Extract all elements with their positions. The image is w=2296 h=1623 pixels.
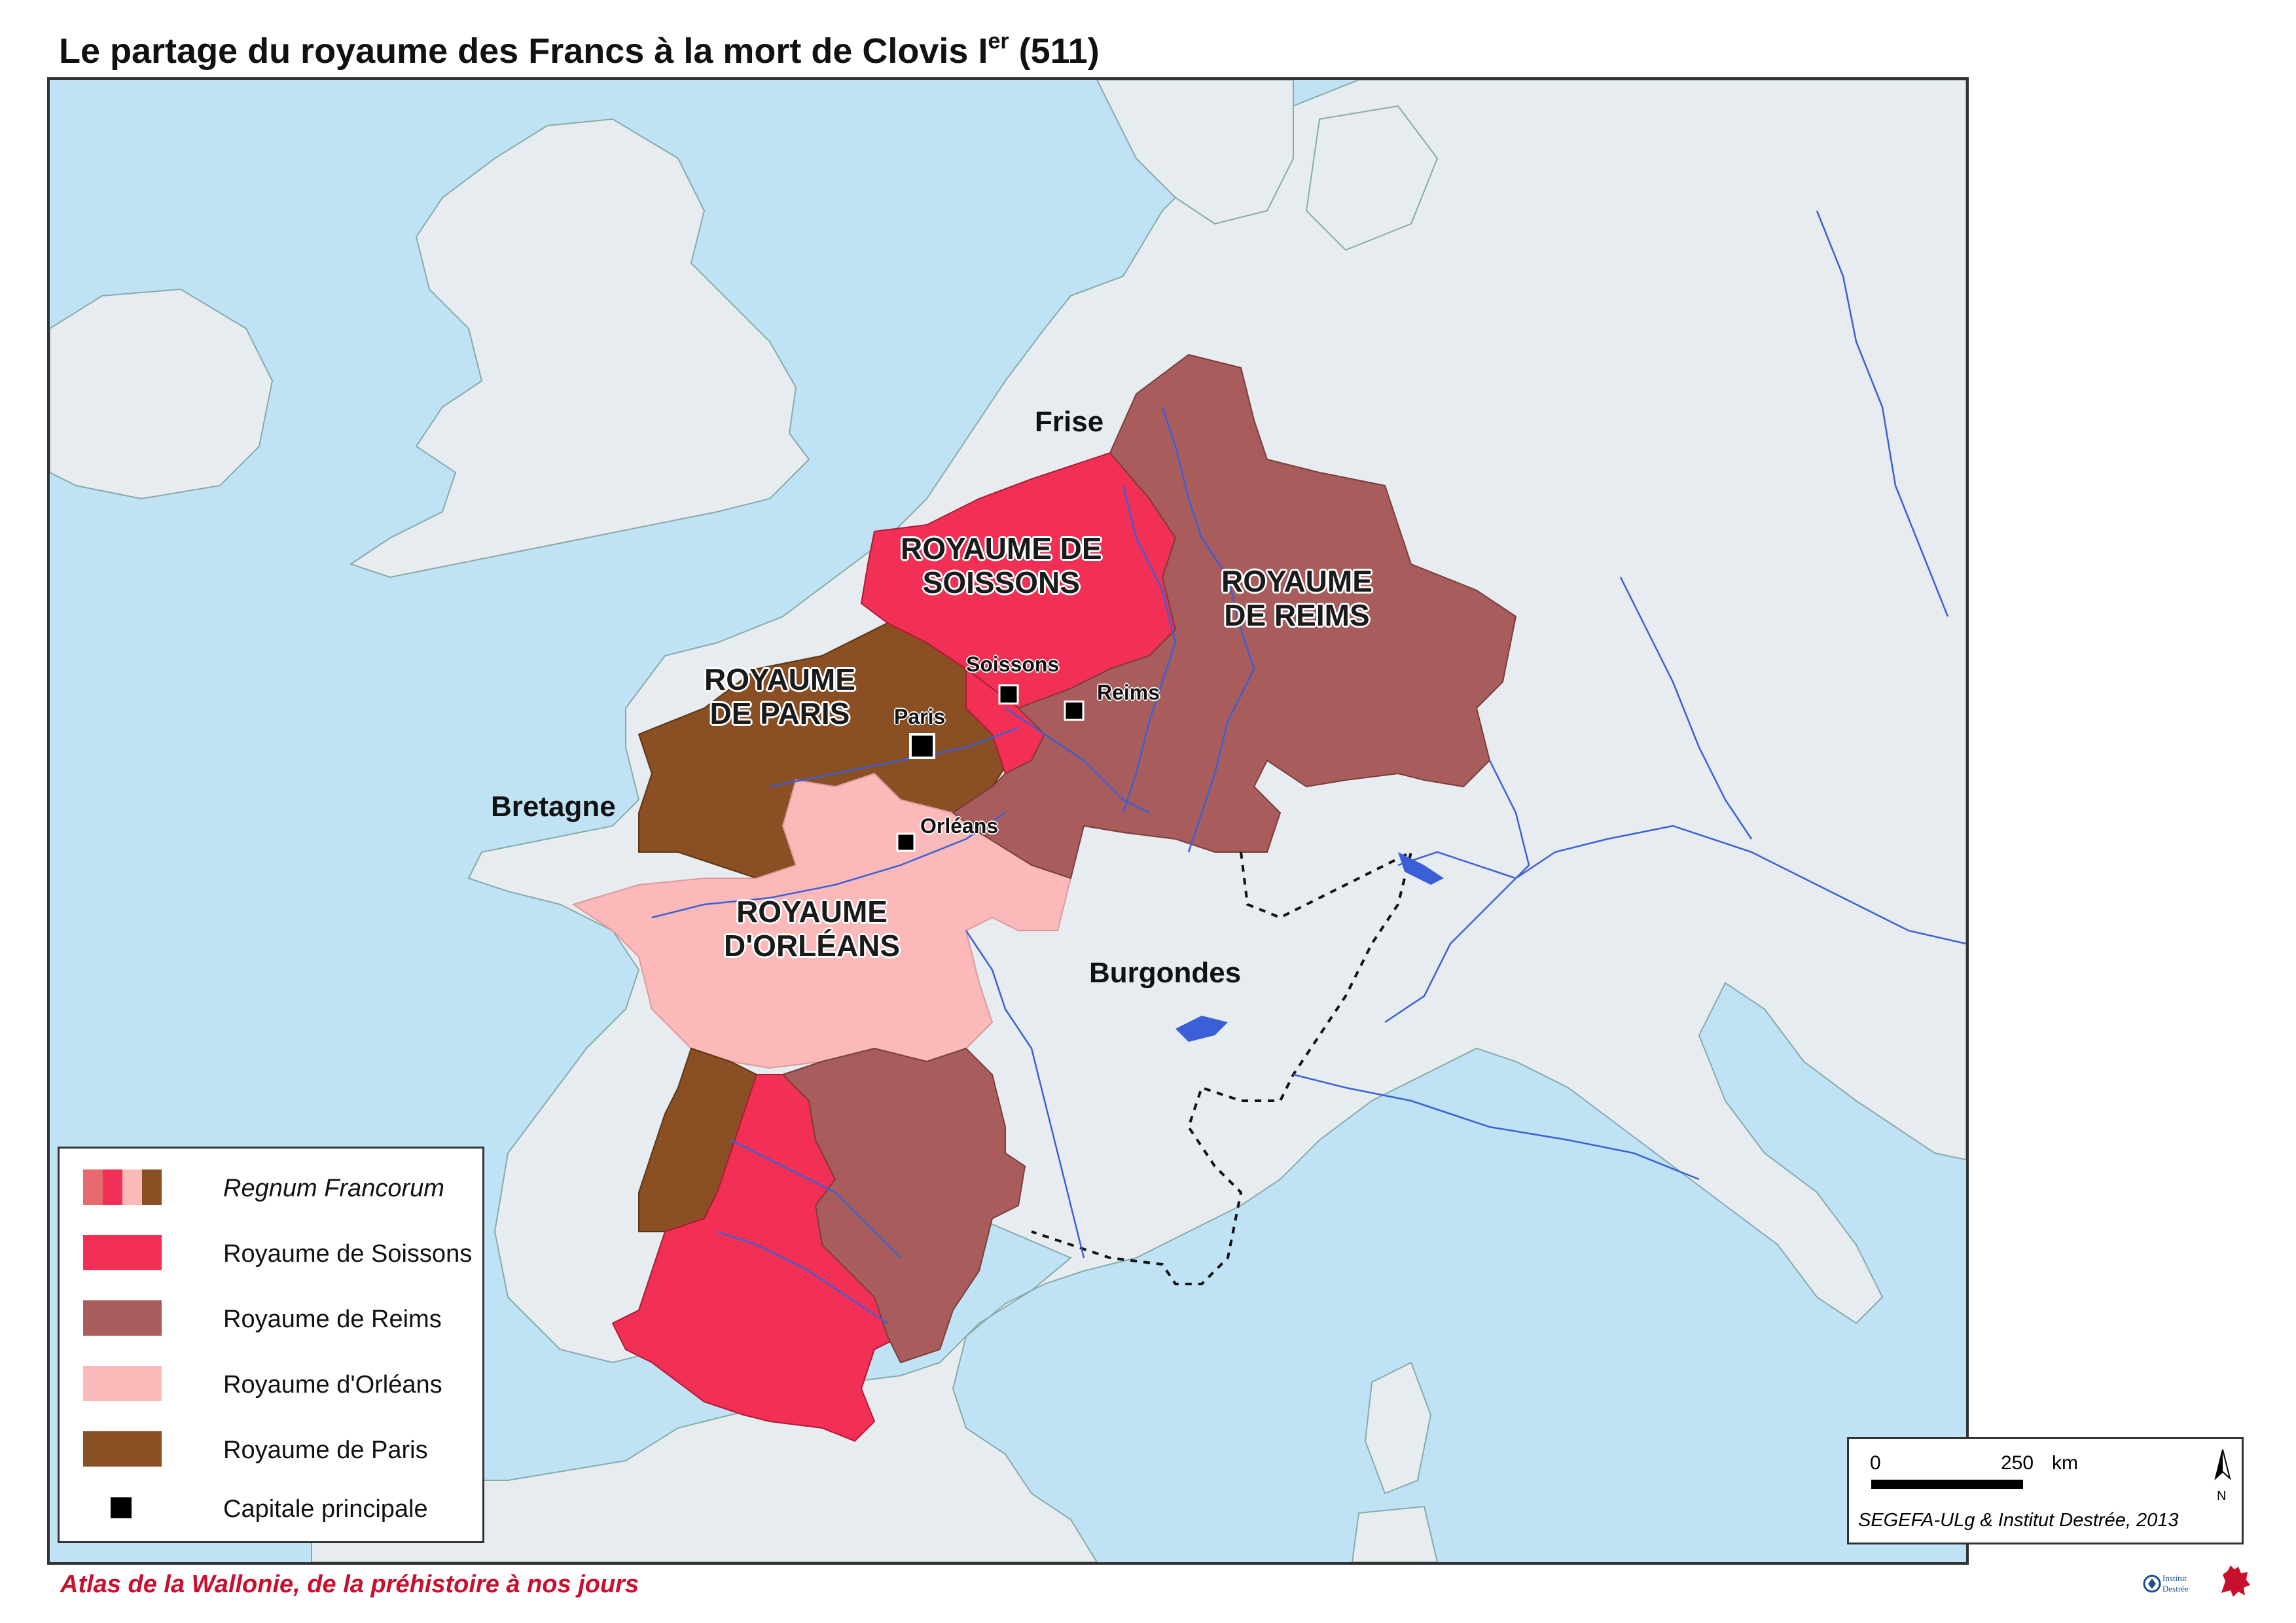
svg-text:Destrée: Destrée xyxy=(2162,1584,2189,1594)
legend-label-paris: Royaume de Paris xyxy=(223,1436,428,1464)
footer-atlas: Atlas de la Wallonie, de la préhistoire … xyxy=(60,1571,639,1598)
sardinia xyxy=(1351,1505,1439,1562)
kingdom-reims-north xyxy=(952,353,1517,880)
scale-box: 0 250 km N SEGEFA-ULg & Institut Destrée… xyxy=(1847,1437,2244,1544)
capital-soissons-marker xyxy=(998,684,1019,705)
north-label: N xyxy=(2217,1489,2227,1503)
label-kingdom-paris-text: ROYAUME DE PARIS xyxy=(704,662,855,730)
legend-label-orleans: Royaume d'Orléans xyxy=(223,1371,442,1399)
legend-swatch-regnum xyxy=(83,1169,162,1205)
legend-row-reims xyxy=(83,1299,162,1337)
scale-unit: km xyxy=(2052,1452,2078,1474)
label-kingdom-orleans: ROYAUME D'ORLÉANS xyxy=(724,895,900,963)
rooster-icon xyxy=(2221,1565,2250,1597)
label-city-reims: Reims xyxy=(1097,681,1160,704)
legend-label-soissons: Royaume de Soissons xyxy=(223,1240,473,1268)
label-kingdom-orleans-text: ROYAUME D'ORLÉANS xyxy=(724,895,901,963)
lake-geneva xyxy=(1175,1016,1228,1042)
label-kingdom-soissons-text: ROYAUME DE SOISSONS xyxy=(901,531,1102,599)
label-bretagne: Bretagne xyxy=(491,791,616,823)
label-kingdom-paris: ROYAUME DE PARIS xyxy=(704,662,855,730)
legend-swatch-capital xyxy=(111,1497,132,1518)
legend-row-paris xyxy=(83,1430,162,1468)
great-britain xyxy=(349,118,810,579)
north-arrow-icon xyxy=(2214,1449,2231,1480)
map-title: Le partage du royaume des Francs à la mo… xyxy=(59,29,1100,71)
legend-row-soissons xyxy=(83,1234,162,1272)
scale-value: 250 xyxy=(2001,1452,2034,1474)
label-kingdom-reims-text: ROYAUME DE REIMS xyxy=(1221,564,1372,632)
legend-swatch-paris xyxy=(83,1431,162,1467)
scale-zero: 0 xyxy=(1870,1452,1881,1474)
burgondes-border xyxy=(1031,849,1413,1285)
svg-text:Institut: Institut xyxy=(2162,1573,2187,1583)
label-city-paris: Paris xyxy=(894,705,946,728)
legend-swatch-soissons xyxy=(83,1235,162,1270)
legend-row-regnum xyxy=(83,1168,162,1206)
scandinavia xyxy=(1096,80,1294,225)
legend-swatch-orleans xyxy=(83,1366,162,1401)
label-kingdom-soissons: ROYAUME DE SOISSONS xyxy=(901,531,1102,599)
label-frise: Frise xyxy=(1035,406,1104,438)
legend-swatch-reims xyxy=(83,1300,162,1336)
label-burgondes: Burgondes xyxy=(1089,957,1242,989)
legend-label-reims: Royaume de Reims xyxy=(223,1306,442,1333)
title-superscript: er xyxy=(988,29,1009,54)
capital-paris-marker xyxy=(909,733,935,759)
capital-reims-marker xyxy=(1064,700,1085,721)
scale-credit: SEGEFA-ULg & Institut Destrée, 2013 xyxy=(1858,1510,2179,1531)
kingdom-reims-south xyxy=(781,1047,1026,1364)
corsica xyxy=(1364,1361,1432,1495)
institut-destree-icon: Institut Destrée xyxy=(2143,1573,2189,1594)
denmark xyxy=(1305,105,1439,251)
ireland xyxy=(50,288,274,500)
legend-label-regnum: Regnum Francorum xyxy=(223,1175,444,1202)
capital-orleans-marker xyxy=(896,832,916,852)
title-tail: (511) xyxy=(1009,31,1100,71)
label-city-orleans: Orléans xyxy=(920,814,999,838)
institut-destree-logo: Institut Destrée xyxy=(2142,1568,2207,1601)
legend-label-capital: Capitale principale xyxy=(223,1495,428,1523)
legend: Regnum Francorum Royaume de Soissons Roy… xyxy=(58,1147,484,1543)
label-kingdom-reims: ROYAUME DE REIMS xyxy=(1221,564,1372,632)
title-text: Le partage du royaume des Francs à la mo… xyxy=(59,31,988,71)
lake-constance xyxy=(1398,852,1444,885)
legend-row-orleans xyxy=(83,1364,162,1402)
rivers xyxy=(651,210,1966,1325)
wallonia-rooster-logo xyxy=(2215,1561,2254,1601)
label-city-soissons: Soissons xyxy=(966,652,1060,676)
scale-bar xyxy=(1871,1480,2023,1489)
legend-row-capital xyxy=(111,1489,132,1527)
